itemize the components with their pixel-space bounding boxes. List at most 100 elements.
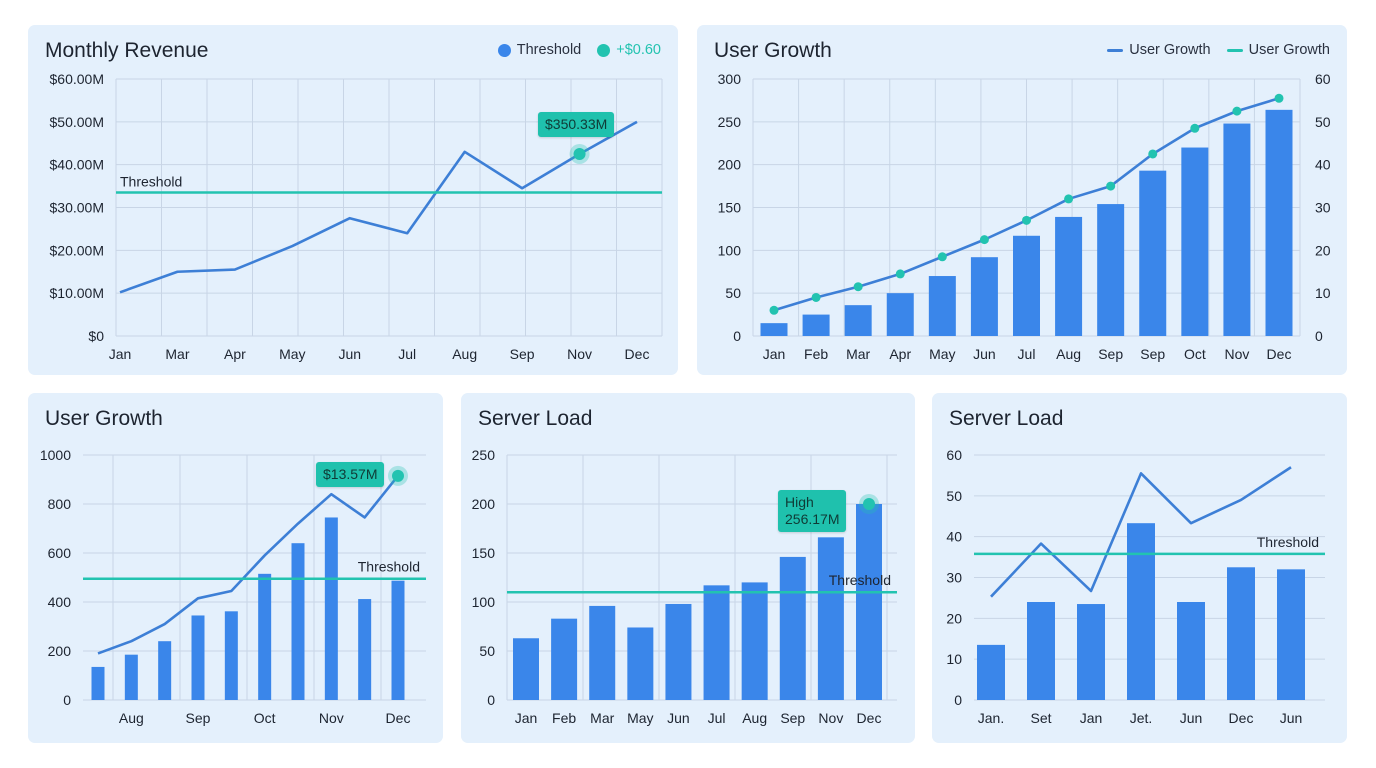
x-tick-label: Jan: [763, 346, 786, 362]
bar: [258, 573, 272, 700]
x-tick-label: Jun: [973, 346, 996, 362]
bar: [856, 504, 882, 700]
y-tick-label: $20.00M: [50, 242, 104, 258]
y-tick-label: 50: [725, 285, 741, 301]
legend-item[interactable]: +$0.60: [597, 42, 661, 58]
chart-title: Server Load: [949, 407, 1064, 430]
line-marker: [1022, 215, 1031, 225]
threshold-label: Threshold: [358, 559, 420, 575]
y-tick-label: 250: [472, 447, 496, 463]
legend-dot-icon: [497, 43, 511, 57]
y-tick-label: 100: [472, 594, 496, 610]
series-line: [990, 466, 1292, 598]
bar: [391, 580, 405, 700]
y-tick-label: 50: [946, 488, 962, 504]
x-tick-label: Jun: [1280, 710, 1303, 726]
bar: [1055, 216, 1083, 336]
x-tick-label: Nov: [818, 710, 843, 726]
legend-item[interactable]: Threshold: [497, 42, 581, 58]
x-tick-label: Oct: [1184, 346, 1206, 362]
bar: [703, 585, 730, 700]
bar: [158, 641, 172, 700]
y-tick-label: 0: [954, 692, 962, 708]
y2-tick-label: 40: [1315, 157, 1331, 173]
bar: [779, 556, 806, 700]
y-tick-label: $10.00M: [50, 285, 104, 301]
y-tick-label: 150: [472, 545, 496, 561]
x-tick-label: Aug: [742, 710, 767, 726]
x-tick-label: Jun: [338, 346, 361, 362]
y-tick-label: 600: [48, 545, 72, 561]
tooltip-text: 256.17M: [785, 511, 840, 527]
legend-item[interactable]: User Growth: [1226, 42, 1330, 58]
y-tick-label: 0: [733, 328, 741, 344]
x-tick-label: Mar: [590, 710, 614, 726]
x-tick-label: Jan.: [978, 710, 1004, 726]
x-tick-label: May: [627, 710, 653, 726]
line-marker: [1190, 123, 1200, 133]
bar: [627, 627, 654, 700]
y-tick-label: 150: [718, 200, 742, 216]
bar: [224, 611, 238, 700]
x-tick-label: Jun: [667, 710, 690, 726]
y-tick-label: $0: [88, 328, 104, 344]
x-tick-label: Sep: [1098, 346, 1123, 362]
line-marker: [1148, 149, 1158, 159]
x-tick-label: Sep: [780, 710, 805, 726]
bar: [1097, 204, 1125, 336]
line-marker: [1232, 106, 1242, 116]
line-marker: [769, 305, 779, 315]
bar: [513, 638, 539, 700]
tooltip-server-load: High 256.17M: [778, 490, 847, 532]
y-tick-label: 0: [487, 692, 495, 708]
bar: [589, 605, 616, 700]
tooltip-user-growth: $13.57M: [316, 462, 385, 487]
bar: [358, 599, 372, 700]
legend: Threshold +$0.60: [497, 42, 661, 58]
x-tick-label: Apr: [224, 346, 246, 362]
bar: [551, 618, 578, 700]
y-tick-label: $50.00M: [50, 114, 104, 130]
x-tick-label: Jul: [1018, 346, 1036, 362]
tooltip-revenue: $350.33M: [538, 112, 615, 137]
bar: [760, 323, 788, 336]
bar: [91, 666, 105, 700]
bar: [886, 293, 914, 336]
x-tick-label: Oct: [254, 710, 276, 726]
tooltip-text: High: [785, 494, 814, 510]
highlight-point: [392, 469, 404, 482]
y-tick-label: 200: [472, 496, 496, 512]
bar: [1077, 604, 1105, 700]
x-tick-label: Feb: [804, 346, 828, 362]
bar: [1177, 602, 1205, 700]
x-tick-label: Feb: [552, 710, 576, 726]
x-tick-label: Jet.: [1130, 710, 1153, 726]
series-line: [97, 475, 400, 655]
x-tick-label: Dec: [1229, 710, 1254, 726]
legend-label: User Growth: [1248, 42, 1330, 58]
y-tick-label: 300: [718, 71, 742, 87]
tooltip-text: $13.57M: [323, 466, 378, 482]
bar: [665, 603, 692, 700]
y-tick-label: $30.00M: [50, 200, 104, 216]
x-tick-label: Nov: [1224, 346, 1249, 362]
line-marker: [811, 292, 821, 302]
line-marker: [1106, 181, 1116, 191]
bar: [1265, 109, 1293, 336]
x-tick-label: Jul: [398, 346, 416, 362]
bar: [1223, 123, 1251, 337]
x-tick-label: Dec: [1267, 346, 1292, 362]
bar: [1139, 170, 1167, 336]
y-tick-label: 20: [946, 610, 962, 626]
y-tick-label: 0: [63, 692, 71, 708]
x-tick-label: Aug: [1056, 346, 1081, 362]
line-marker: [895, 269, 905, 279]
x-tick-label: Nov: [567, 346, 592, 362]
x-tick-label: Aug: [452, 346, 477, 362]
legend: User Growth User Growth: [1107, 42, 1330, 58]
y2-tick-label: 30: [1315, 200, 1331, 216]
legend-item[interactable]: User Growth: [1107, 42, 1211, 58]
line-marker: [1064, 194, 1074, 204]
y2-tick-label: 60: [1315, 71, 1331, 87]
series-line: [119, 120, 638, 294]
